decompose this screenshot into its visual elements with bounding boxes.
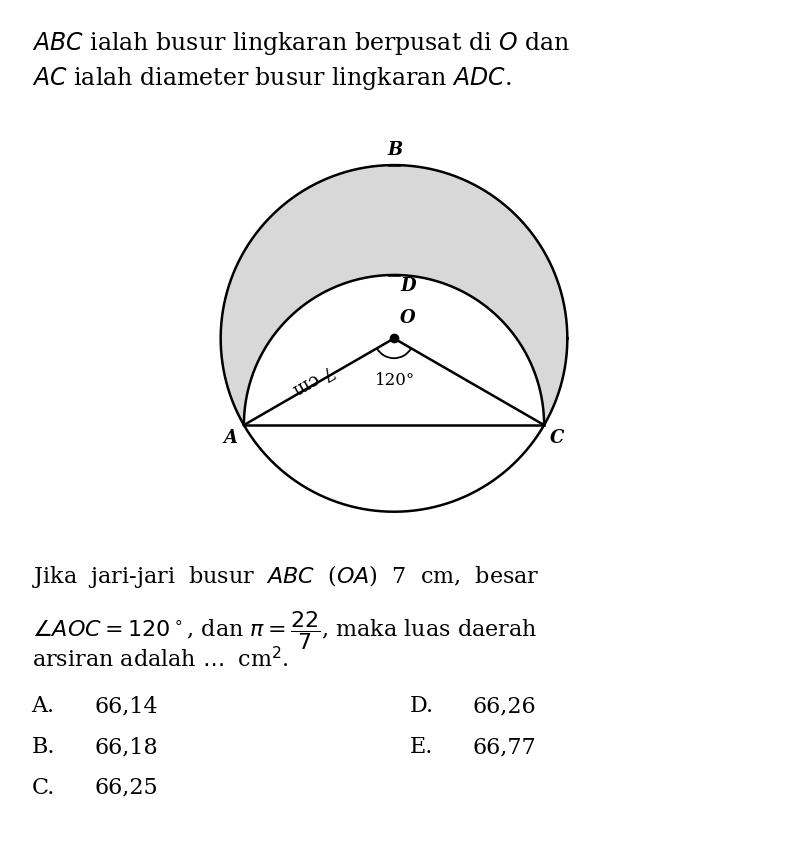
Text: Jika  jari-jari  busur  $\mathit{ABC}$  ($\mathit{OA}$)  7  cm,  besar: Jika jari-jari busur $\mathit{ABC}$ ($\m… (32, 563, 539, 590)
Text: B.: B. (32, 736, 55, 758)
Text: 66,18: 66,18 (95, 736, 158, 758)
Text: O: O (400, 310, 416, 327)
Text: 66,25: 66,25 (95, 777, 158, 799)
Text: A: A (224, 429, 238, 447)
Text: E.: E. (410, 736, 433, 758)
Text: A.: A. (32, 695, 54, 717)
Polygon shape (221, 165, 567, 425)
Text: C: C (550, 429, 565, 447)
Text: D.: D. (410, 695, 434, 717)
Text: 66,26: 66,26 (473, 695, 537, 717)
Text: B: B (388, 141, 403, 159)
Text: $\mathit{ABC}$ ialah busur lingkaran berpusat di $\mathit{O}$ dan: $\mathit{ABC}$ ialah busur lingkaran ber… (32, 30, 570, 57)
Text: $\angle\mathit{AOC}=120^\circ$, dan $\pi=\dfrac{22}{7}$, maka luas daerah: $\angle\mathit{AOC}=120^\circ$, dan $\pi… (32, 609, 537, 652)
Text: $\mathit{AC}$ ialah diameter busur lingkaran $\mathit{ADC}$.: $\mathit{AC}$ ialah diameter busur lingk… (32, 65, 511, 92)
Text: C.: C. (32, 777, 55, 799)
Text: 120°: 120° (375, 372, 415, 389)
Text: 66,77: 66,77 (473, 736, 537, 758)
Text: 66,14: 66,14 (95, 695, 158, 717)
Text: 7 cm: 7 cm (290, 360, 337, 398)
Text: D: D (400, 277, 416, 295)
Text: arsiran adalah $\ldots\;$ cm$^2$.: arsiran adalah $\ldots\;$ cm$^2$. (32, 647, 288, 673)
